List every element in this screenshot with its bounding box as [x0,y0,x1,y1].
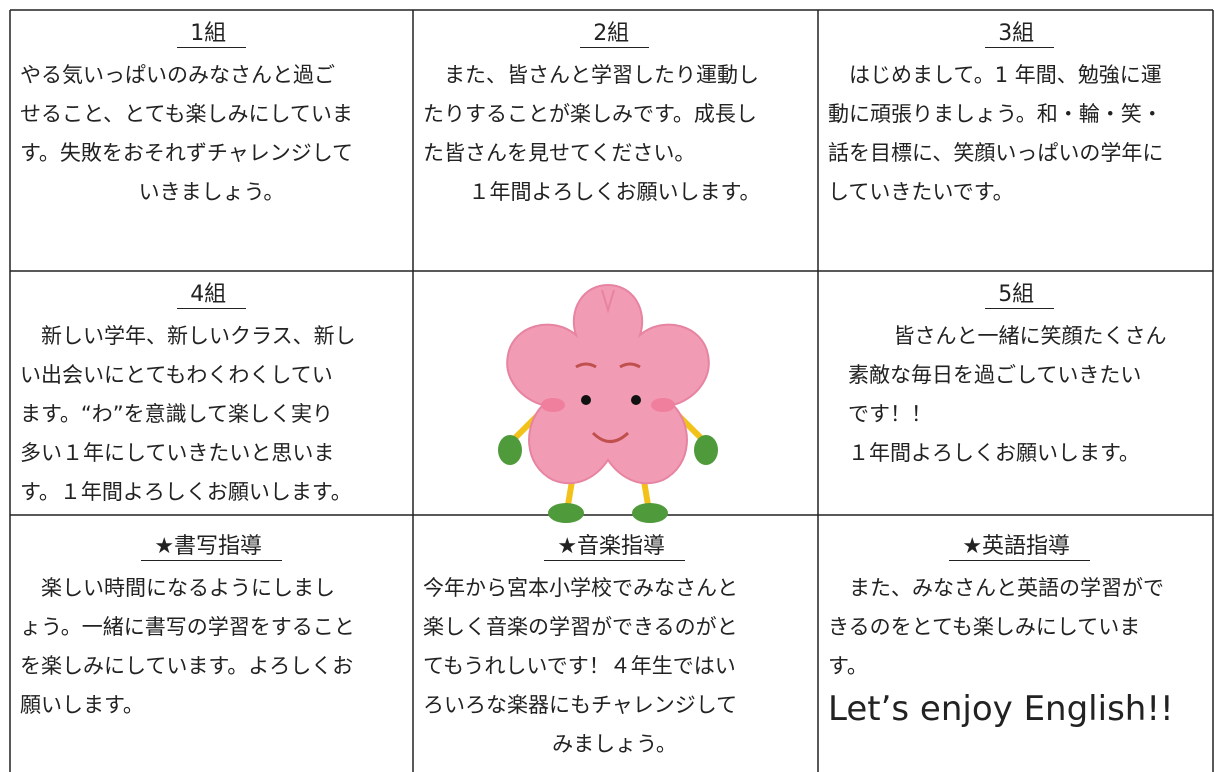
cell-line: せること、とても楽しみにしていま [20,102,353,126]
cell-line: １年間よろしくお願いします。 [848,441,1140,465]
cell-title-text: 4組 [177,282,246,309]
cell-line: 新しい学年、新しいクラス、新し [20,324,356,348]
cell-title-text: ★書写指導 [141,534,282,561]
cell-line: また、みなさんと英語の学習がで [828,576,1164,600]
cell-line: いきましょう。 [138,180,285,204]
cell-line: Let’s enjoy English!! [828,689,1174,729]
cell-line: 多い１年にしていきたいと思いま [20,441,335,465]
cell-line: た皆さんを見せてください。 [423,141,696,165]
cell-title-text: 2組 [580,21,649,48]
cell-line: また、皆さんと学習したり運動し [423,63,759,87]
cell-title-text: ★音楽指導 [544,534,685,561]
cell-line: 素敵な毎日を過ごしていきたい [848,363,1142,387]
cell-line: はじめまして。1 年間、勉強に運 [828,63,1162,87]
cell-title-text: ★英語指導 [949,534,1090,561]
cell-title-text: 5組 [985,282,1054,309]
cell-line: です！！ [848,402,932,426]
cell-line: していきたいです。 [828,180,1014,204]
cell-title: ★音楽指導 [413,527,816,566]
cell-title-text: 3組 [985,21,1054,48]
cell-line: 楽しく音楽の学習ができるのがと [423,615,738,639]
cell-title: ★書写指導 [10,527,413,566]
cell-line: 動に頑張りましょう。和・輪・笑・ [828,102,1163,126]
cell-line: １年間よろしくお願いします。 [468,180,761,204]
cell-line: ょう。一緒に書写の学習をすること [20,615,355,639]
cell-title-text: 1組 [177,21,246,48]
cell-title: ★英語指導 [818,527,1215,566]
cell-line: い出会いにとてもわくわくしてい [20,363,333,387]
cell-line: てもうれしいです！４年生ではい [423,654,736,678]
cell-title: 3組 [818,14,1215,53]
cell-title: 4組 [10,275,413,314]
cell-line: ろいろな楽器にもチャレンジして [423,693,738,717]
cell-title: 1組 [10,14,413,53]
cell-title: 2組 [413,14,816,53]
cell-line: ます。“わ”を意識して楽しく実り [20,402,334,426]
cell-line: す。１年間よろしくお願いします。 [20,480,352,504]
sakura-character [498,283,718,523]
cell-line: きるのをとても楽しみにしていま [828,615,1141,639]
cell-line: 話を目標に、笑顔いっぱいの学年に [828,141,1164,165]
cell-line: みましょう。 [552,732,677,756]
cell-line: を楽しみにしています。よろしくお [20,654,354,678]
cell-line: やる気いっぱいのみなさんと過ご [20,63,335,87]
cell-line: す。失敗をおそれずチャレンジして [20,141,354,165]
cell-line: す。 [828,654,868,678]
cell-line: 今年から宮本小学校でみなさんと [423,576,738,600]
cell-line: たりすることが楽しみです。成長し [423,102,757,126]
cell-line: 楽しい時間になるようにしまし [20,576,335,600]
cell-line: 願いします。 [20,693,144,717]
cell-title: 5組 [818,275,1215,314]
cell-line: 皆さんと一緒に笑顔たくさん [872,324,1167,348]
